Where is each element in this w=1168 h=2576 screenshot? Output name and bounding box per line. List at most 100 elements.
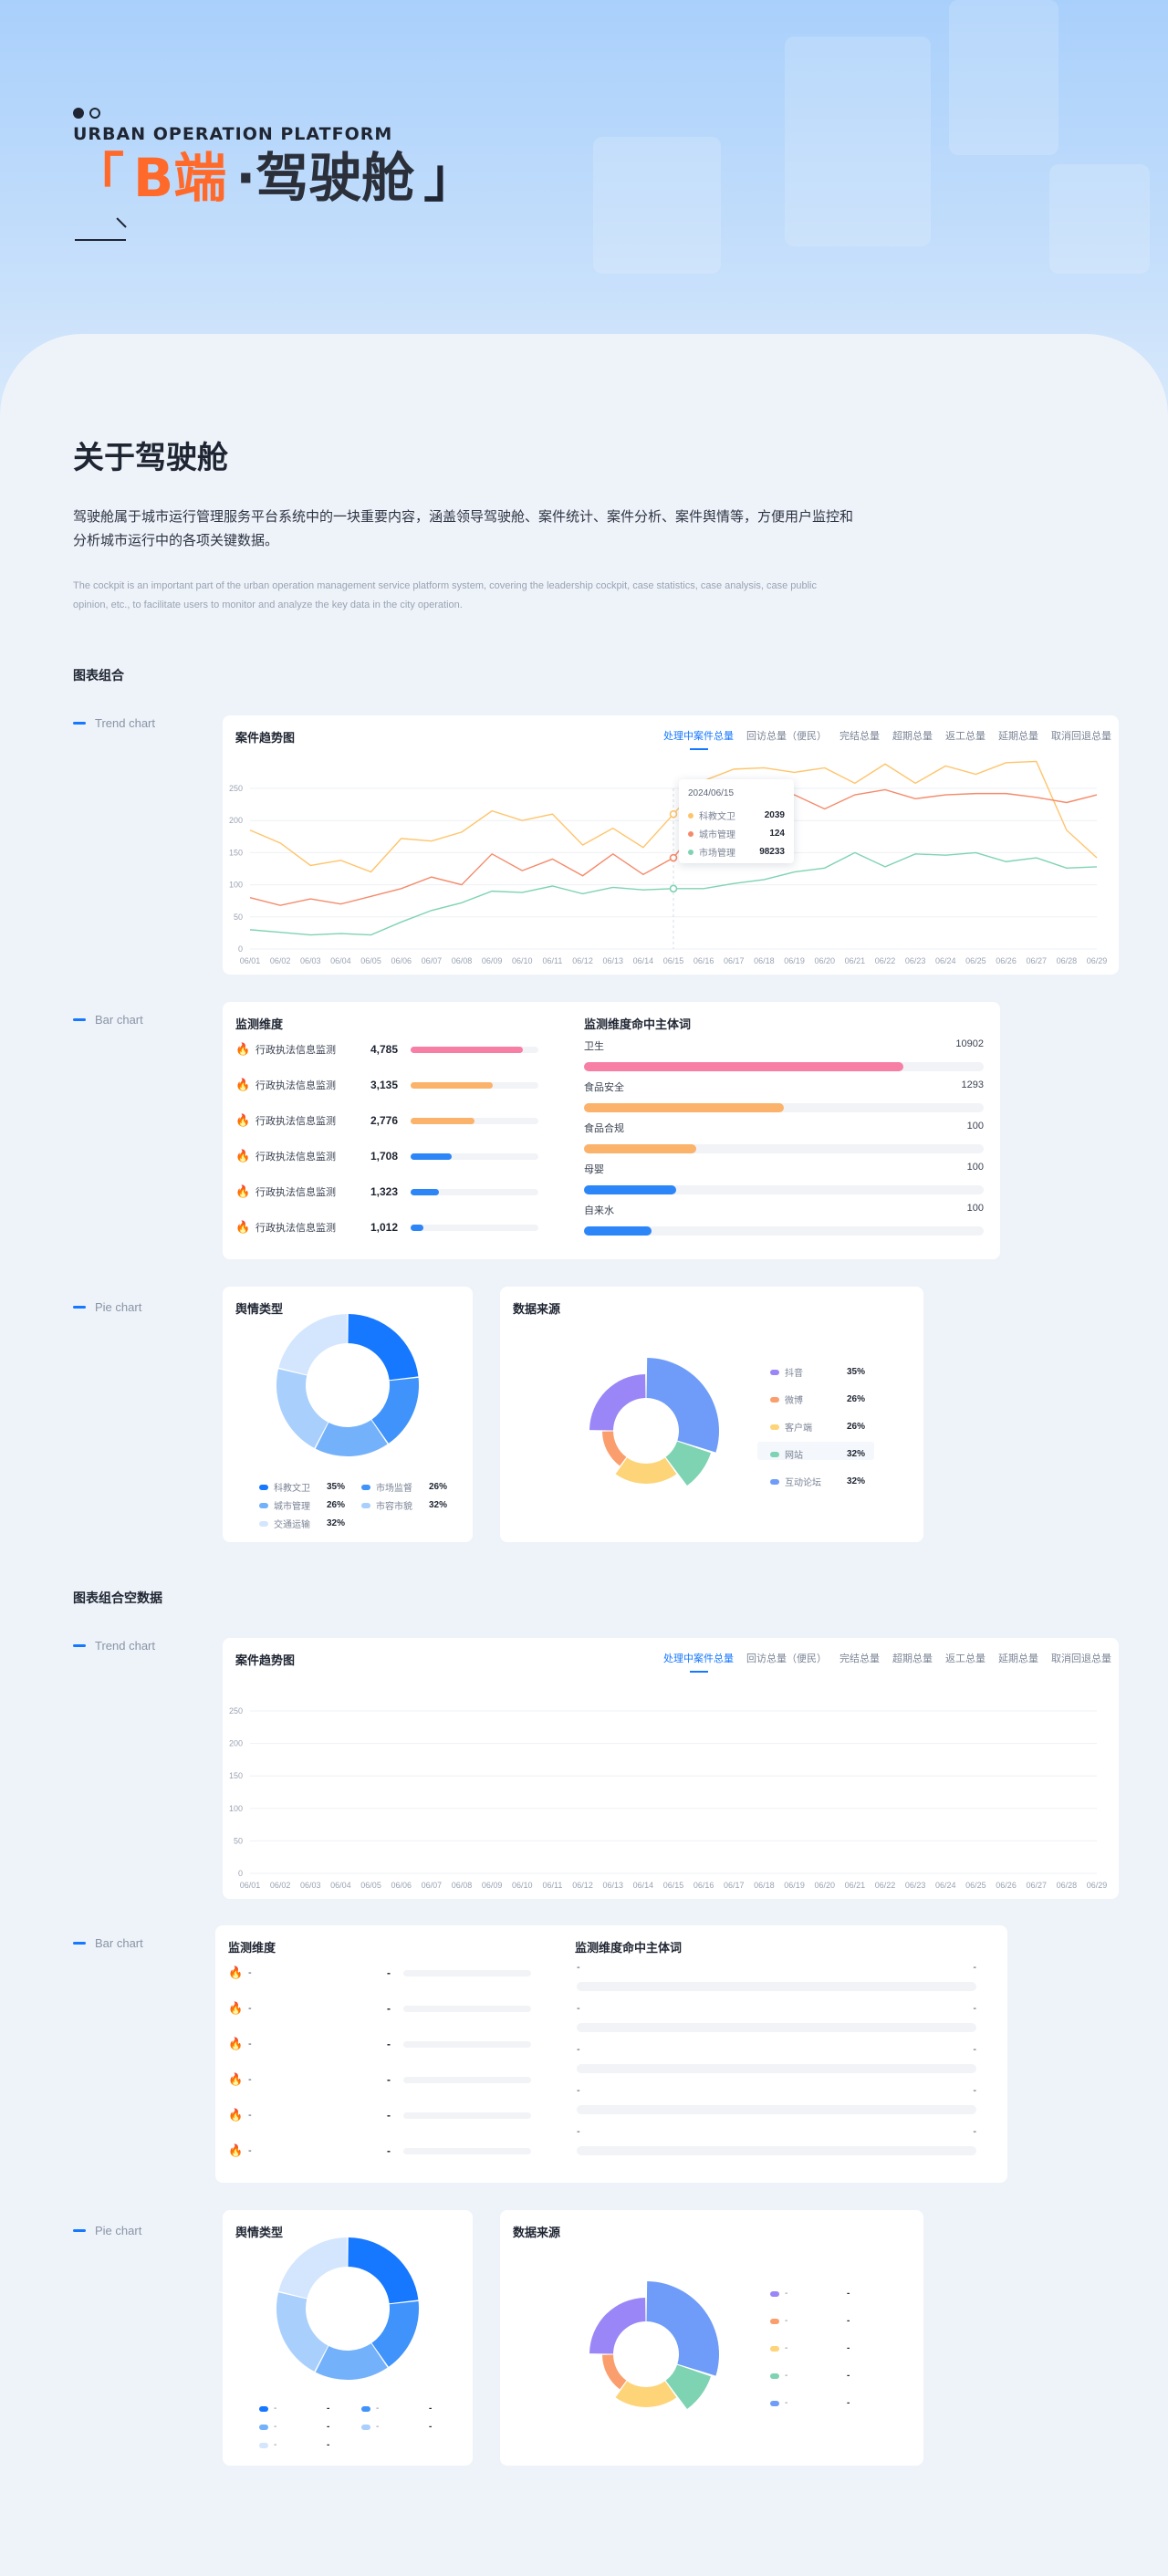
keyword-row: --: [577, 1962, 976, 1991]
legend-swatch: [361, 1484, 370, 1490]
monitor-row: 🔥 - -: [228, 1964, 531, 1982]
tab-4[interactable]: 返工总量: [945, 731, 986, 742]
x-tick-label: 06/25: [965, 956, 986, 965]
section-label-pie: Pie chart: [73, 1300, 141, 1314]
legend-name: 城市管理: [274, 1502, 310, 1512]
tab-5[interactable]: 延期总量: [998, 1653, 1038, 1664]
tab-5[interactable]: 延期总量: [998, 731, 1038, 742]
tab-0[interactable]: 处理中案件总量: [663, 1651, 734, 1673]
tooltip-name: 科教文卫: [699, 812, 735, 822]
keyword-head: 自来水 100: [584, 1203, 984, 1217]
y-tick-label: 150: [229, 848, 243, 857]
keyword-track: [577, 2023, 976, 2032]
keyword-name: -: [577, 2003, 580, 2014]
legend-name: -: [785, 2371, 788, 2381]
legend-item: --: [361, 2404, 432, 2414]
monitor-value: -: [387, 2002, 391, 2015]
y-tick-label: 250: [229, 1706, 243, 1716]
hero-underline: [75, 223, 126, 241]
donut-slice: [315, 1420, 388, 1456]
pie-card-source-empty: 数据来源 ----------: [500, 2210, 923, 2466]
legend-value: -: [847, 2289, 850, 2299]
x-tick-label: 06/07: [422, 956, 443, 965]
keyword-fill: [584, 1226, 652, 1236]
tab-6[interactable]: 取消回退总量: [1051, 1653, 1111, 1664]
tab-1[interactable]: 回访总量（便民）: [746, 1653, 827, 1664]
keyword-value: 1293: [961, 1079, 984, 1090]
bracket-close: 」: [423, 147, 477, 209]
legend-value: 32%: [327, 1518, 346, 1528]
keyword-name: 自来水: [584, 1205, 614, 1216]
keyword-track: [584, 1185, 984, 1194]
legend-value: 35%: [847, 1367, 866, 1377]
x-tick-label: 06/10: [512, 1881, 533, 1890]
keyword-track: [577, 2146, 976, 2155]
y-tick-label: 250: [229, 784, 243, 793]
y-tick-label: 200: [229, 816, 243, 825]
bar-track: [403, 2040, 531, 2048]
legend-name: 市场监督: [376, 1484, 412, 1494]
legend-value: -: [847, 2316, 850, 2326]
x-tick-label: 06/08: [452, 1881, 473, 1890]
y-tick-label: 50: [234, 913, 243, 922]
hero-decoration: [785, 37, 931, 246]
donut-slice: [276, 1369, 328, 1448]
bar-chart-title: 监测维度: [228, 1941, 276, 1955]
legend-swatch: [770, 2400, 779, 2406]
rose-chart: [589, 2281, 719, 2410]
hero-decoration: [593, 137, 721, 274]
bar-fill: [411, 1188, 439, 1195]
section-label-pie: Pie chart: [73, 2224, 141, 2237]
legend-value: -: [429, 2404, 433, 2414]
keyword-fill: [584, 1103, 784, 1112]
bar-fill: [411, 1046, 524, 1053]
fire-icon: 🔥: [235, 1113, 251, 1127]
tab-3[interactable]: 超期总量: [892, 1653, 933, 1664]
hero-dots: [73, 108, 100, 119]
x-tick-label: 06/29: [1087, 956, 1108, 965]
legend-name: -: [376, 2404, 380, 2414]
tab-6[interactable]: 取消回退总量: [1051, 731, 1111, 742]
label-text: Bar chart: [95, 1936, 143, 1950]
dot-filled: [73, 108, 84, 119]
rose-slice: [615, 2381, 677, 2407]
legend-value: -: [327, 2404, 330, 2414]
trend-chart-title: 案件趋势图: [235, 731, 296, 745]
keyword-head: --: [577, 2085, 976, 2096]
x-tick-label: 06/12: [572, 1881, 593, 1890]
tab-1[interactable]: 回访总量（便民）: [746, 731, 827, 742]
keyword-fill: [584, 1185, 676, 1194]
y-tick-label: 150: [229, 1771, 243, 1780]
donut-slice: [276, 2292, 328, 2372]
keyword-value: 100: [966, 1203, 984, 1214]
legend-swatch: [259, 2405, 268, 2412]
donut-slice: [348, 2237, 419, 2304]
hover-point: [669, 884, 678, 893]
tab-3[interactable]: 超期总量: [892, 731, 933, 742]
tab-2[interactable]: 完结总量: [840, 731, 880, 742]
legend-value: -: [847, 2343, 850, 2353]
trend-tooltip: 2024/06/15 科教文卫 2039 城市管理 124 市场管理 98233: [679, 779, 794, 863]
keyword-track: [584, 1062, 984, 1071]
legend-item: --: [259, 2422, 329, 2432]
keyword-head: 卫生 10902: [584, 1038, 984, 1053]
bar-track: [403, 1969, 531, 1976]
group-title: 图表组合: [73, 668, 124, 683]
legend-name: 科教文卫: [274, 1484, 310, 1494]
tab-2[interactable]: 完结总量: [840, 1653, 880, 1664]
bar-track: [411, 1081, 538, 1089]
tooltip-row: 城市管理 124: [688, 827, 785, 840]
y-tick-label: 0: [238, 944, 243, 954]
tab-4[interactable]: 返工总量: [945, 1653, 986, 1664]
legend-value: -: [327, 2440, 330, 2450]
monitor-name: -: [248, 2145, 252, 2156]
x-tick-label: 06/25: [965, 1881, 986, 1890]
keyword-row: 自来水 100: [584, 1203, 984, 1236]
monitor-row: 🔥 - -: [228, 2070, 531, 2089]
tab-0[interactable]: 处理中案件总量: [663, 728, 734, 750]
monitor-name: 行政执法信息监测: [256, 1116, 336, 1127]
keyword-head: 母婴 100: [584, 1162, 984, 1176]
keyword-track: [584, 1103, 984, 1112]
legend-item: --: [259, 2404, 329, 2414]
keyword-name: 母婴: [584, 1164, 604, 1175]
